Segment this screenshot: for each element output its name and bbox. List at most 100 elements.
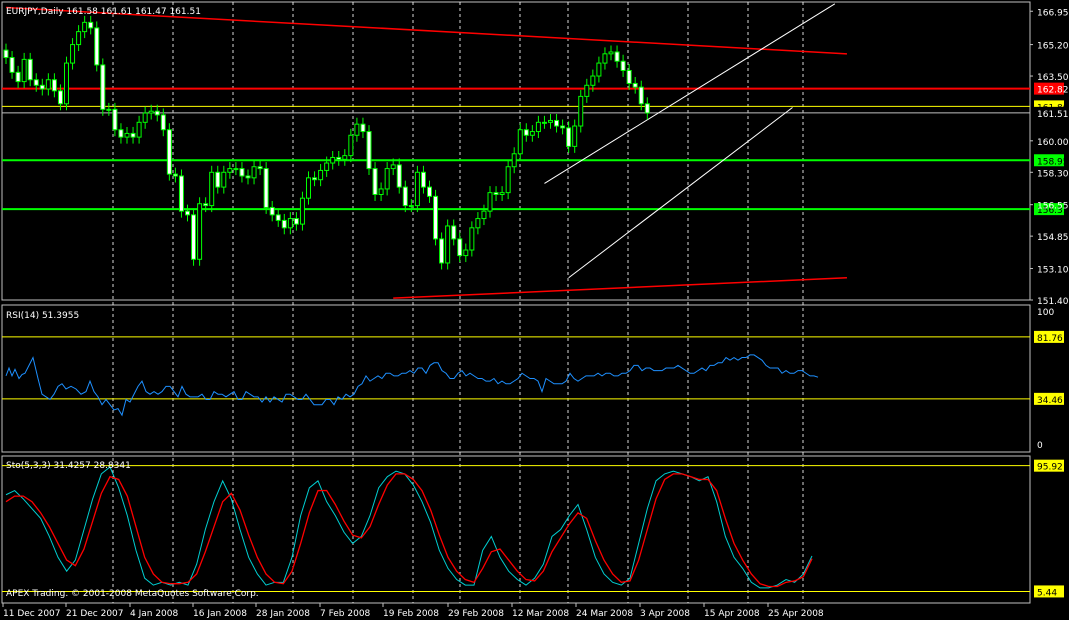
level-tag: 162.82 — [1037, 86, 1069, 96]
candle-body — [130, 132, 136, 138]
candle-body — [239, 168, 245, 177]
rsi-series — [5, 354, 819, 417]
candle-body — [481, 210, 487, 220]
date-tick-label: 12 Mar 2008 — [512, 609, 569, 619]
candle-body — [124, 132, 130, 138]
candle-body — [39, 84, 45, 90]
candle-body — [566, 127, 572, 147]
candle-body — [463, 249, 469, 257]
candle-body — [626, 69, 632, 84]
rsi-level-tag-bg — [1034, 330, 1064, 343]
candle-body — [517, 129, 523, 155]
candle-body — [15, 71, 21, 83]
price-tick-label: 154.85 — [1037, 233, 1069, 243]
candle-body — [70, 44, 76, 64]
price-tick-label: 163.50 — [1037, 73, 1069, 83]
candle-body — [51, 79, 57, 92]
candle-body — [57, 90, 63, 105]
rsi-indicator: 81.76 34.46 100 0 — [2, 308, 1064, 451]
date-tick-label: 24 Mar 2008 — [576, 609, 633, 619]
candle-body — [596, 62, 602, 77]
candle-body — [312, 177, 318, 181]
candle-body — [209, 171, 215, 207]
candle-body — [27, 58, 33, 81]
candle-body — [384, 168, 390, 190]
candle-body — [227, 168, 233, 173]
stoch-label: Sto(5,3,3) 31.4257 28.8341 — [6, 461, 131, 471]
candle-body — [142, 112, 148, 123]
date-tick-label: 11 Dec 2007 — [3, 609, 61, 619]
candle-body — [154, 110, 160, 116]
candle-body — [584, 84, 590, 97]
price-tick-label: 158.30 — [1037, 169, 1069, 179]
candle-body — [269, 206, 275, 216]
candle-body — [203, 203, 209, 207]
price-tick-label: 160.00 — [1037, 138, 1069, 148]
candle-body — [136, 121, 142, 138]
candle-body — [21, 58, 27, 83]
rsi-pane-frame — [1, 304, 1031, 453]
candle-body — [354, 123, 360, 136]
candle-body — [632, 82, 638, 88]
candle-body — [408, 205, 414, 208]
candle-body — [166, 129, 172, 175]
candle-body — [590, 75, 596, 86]
candle-body — [251, 166, 257, 179]
price-axis: 162.82161.86161.51158.95156.31166.95165.… — [1030, 8, 1069, 307]
candle-body — [215, 171, 221, 188]
date-tick-label: 15 Apr 2008 — [704, 609, 760, 619]
candle-body — [342, 155, 348, 160]
candle-body — [620, 60, 626, 71]
candle-body — [336, 156, 342, 160]
candle-body — [548, 119, 553, 123]
candle-body — [554, 119, 560, 127]
candle-body — [330, 156, 336, 164]
candle-body — [378, 188, 384, 195]
date-tick-label: 4 Jan 2008 — [130, 609, 178, 619]
stoch-level-tag-bg — [1034, 585, 1064, 598]
candle-body — [493, 192, 499, 195]
candle-body — [529, 131, 535, 136]
date-tick-label: 28 Jan 2008 — [256, 609, 310, 619]
candle-body — [82, 21, 88, 33]
date-tick-label: 25 Apr 2008 — [768, 609, 824, 619]
candle-body — [100, 64, 106, 110]
candle-body — [360, 123, 366, 133]
price-tick-label: 151.40 — [1037, 297, 1069, 307]
candle-body — [275, 214, 281, 221]
candle-body — [499, 192, 505, 195]
candle-body — [221, 171, 227, 188]
candle-body — [372, 168, 378, 195]
stoch-signal-series — [5, 473, 813, 588]
candle-body — [511, 153, 517, 168]
stoch-pane — [1, 455, 1031, 604]
level-tag: 158.95 — [1037, 157, 1069, 167]
candle-body — [614, 51, 620, 62]
candle-body — [414, 171, 420, 207]
rsi-pane — [1, 304, 1031, 453]
candle-body — [396, 164, 402, 188]
price-tick-label: 153.10 — [1037, 266, 1069, 276]
candle-body — [160, 114, 166, 131]
candle-body — [9, 57, 15, 73]
price-pane — [1, 1, 1031, 301]
candle-body — [433, 195, 439, 240]
date-tick-label: 19 Feb 2008 — [383, 609, 439, 619]
candle-body — [76, 31, 82, 46]
candle-body — [64, 62, 69, 105]
candle-body — [402, 186, 408, 207]
candle-body — [281, 219, 287, 229]
candle-body — [348, 134, 354, 157]
candle-body — [451, 225, 457, 240]
rsi-label: RSI(14) 51.3955 — [6, 311, 79, 321]
price-pane-frame — [1, 1, 1031, 301]
stoch-level-tag: 95.92 — [1037, 463, 1063, 473]
candle-body — [638, 86, 644, 105]
date-tick-label: 16 Jan 2008 — [193, 609, 247, 619]
candle-body — [390, 164, 396, 170]
rsi-tick-label: 100 — [1037, 308, 1054, 318]
candle-body — [112, 108, 118, 131]
candle-body — [318, 169, 324, 181]
